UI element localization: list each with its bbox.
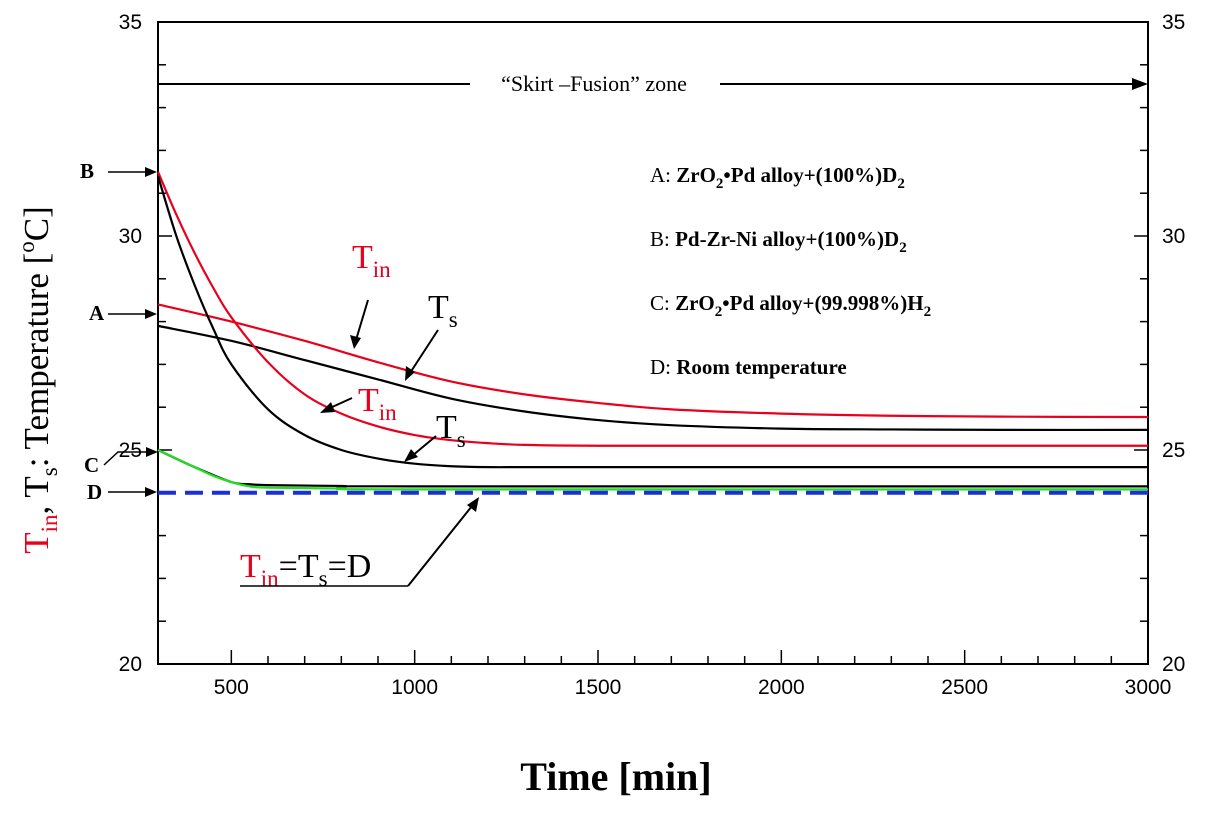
series-line <box>157 303 1149 419</box>
label-ts-lower: Ts <box>436 409 466 452</box>
marker-b-arrowhead-icon <box>145 167 157 177</box>
marker-d: D <box>87 480 102 504</box>
series-line <box>156 171 1148 447</box>
x-tick-label: 1500 <box>575 676 622 699</box>
pointer-tin-upper-arrowhead-icon <box>350 335 361 349</box>
pointer-ts-upper-arrowhead-icon <box>405 366 415 381</box>
pointer-tin-ts-d <box>407 505 473 587</box>
pointer-ts-lower <box>411 435 437 457</box>
label-ts-upper: Ts <box>428 289 458 332</box>
y-axis-label: Tin, Ts: Temperature [oC] <box>14 206 62 554</box>
series-line <box>157 449 1149 491</box>
marker-b: B <box>80 159 94 183</box>
legend-entry: A: ZrO2•Pd alloy+(100%)D2 <box>650 163 905 192</box>
x-tick-label: 2500 <box>941 676 988 699</box>
y-tick-label-left: 20 <box>119 653 142 676</box>
legend-entry: C: ZrO2•Pd alloy+(99.998%)H2 <box>650 291 931 320</box>
zone-label: “Skirt –Fusion” zone <box>501 71 687 96</box>
x-tick-label: 500 <box>214 676 249 699</box>
marker-a-arrowhead-icon <box>145 309 157 319</box>
y-tick-label-left: 35 <box>119 11 142 34</box>
y-tick-label-right: 20 <box>1162 653 1185 676</box>
series-line <box>156 175 1148 469</box>
left-markers: B A C D <box>80 159 158 504</box>
series-layer <box>156 171 1149 495</box>
y-tick-label-right: 30 <box>1162 225 1185 248</box>
zone-annotation: “Skirt –Fusion” zone <box>158 71 1148 96</box>
marker-d-arrowhead-icon <box>145 487 157 497</box>
legend: A: ZrO2•Pd alloy+(100%)D2 B: Pd-Zr-Ni all… <box>650 163 931 379</box>
pointer-ts-upper <box>409 329 439 374</box>
x-axis-label: Time [min] <box>520 754 711 799</box>
y-tick-label-right: 35 <box>1162 11 1185 34</box>
label-tin-ts-d: Tin=Ts=D <box>240 548 371 591</box>
zone-arrowhead-icon <box>1132 78 1148 90</box>
marker-a: A <box>89 301 105 325</box>
legend-entry: D: Room temperature <box>650 355 847 379</box>
x-tick-label: 3000 <box>1125 676 1172 699</box>
marker-c-arrowhead-icon <box>146 447 158 457</box>
pointer-tin-upper <box>355 299 369 341</box>
y-tick-label-left: 30 <box>119 225 142 248</box>
label-tin-lower: Tin <box>358 382 397 425</box>
legend-entry: B: Pd-Zr-Ni alloy+(100%)D2 <box>650 227 907 256</box>
x-tick-label: 2000 <box>758 676 805 699</box>
marker-c: C <box>84 453 99 477</box>
pointer-tin-lower-arrowhead-icon <box>320 402 335 413</box>
series-line <box>157 324 1149 432</box>
curve-annotations: Tin Ts Tin Ts Tin=Ts=D <box>240 239 479 591</box>
plot-frame <box>157 21 1149 665</box>
label-tin-upper: Tin <box>352 239 391 282</box>
y-tick-label-left: 25 <box>119 439 142 462</box>
y-tick-label-right: 25 <box>1162 439 1185 462</box>
x-tick-label: 1000 <box>391 676 438 699</box>
marker-c-arrow <box>103 451 152 466</box>
pointer-tin-ts-d-arrowhead-icon <box>467 497 479 512</box>
pointer-tin-lower <box>329 397 353 409</box>
pointer-ts-lower-arrowhead-icon <box>404 449 418 462</box>
